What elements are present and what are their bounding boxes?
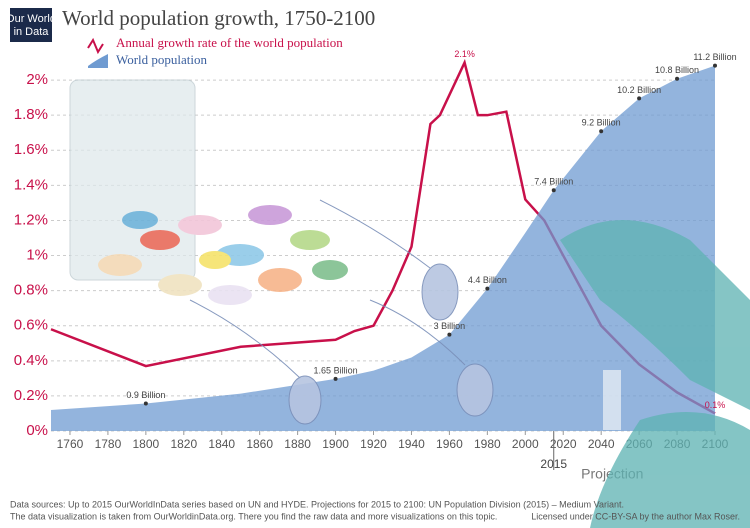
data-point [333,376,338,381]
x-tick-label: 2000 [512,437,539,451]
y-tick-label: 1% [26,247,48,264]
logo-box [10,8,52,42]
data-point [713,63,717,68]
legend-icon [88,54,108,68]
x-tick-label: 1800 [133,437,160,451]
data-point [447,332,452,337]
data-label: 3 Billion [434,321,466,331]
pills [98,205,348,305]
y-tick-label: 1.4% [14,176,48,193]
x-tick-label: 1980 [474,437,501,451]
y-tick-label: 0% [26,422,48,439]
data-label: 7.4 Billion [534,177,573,187]
x-tick-label: 1780 [95,437,122,451]
x-tick-label: 1820 [170,437,197,451]
x-tick-label: 2040 [588,437,615,451]
logo: Our World [6,13,56,25]
data-point [485,286,490,291]
y-tick-label: 1.8% [14,106,48,123]
logo: in Data [14,26,50,38]
sperm [189,199,494,425]
x-tick-label: 1900 [322,437,349,451]
x-tick-label: 1840 [208,437,235,451]
data-label: 11.2 Billion [693,52,736,62]
data-point [143,401,148,406]
y-tick-label: 0.8% [14,282,48,299]
data-point [637,96,642,101]
data-label: 4.4 Billion [468,275,507,285]
population-area [51,65,715,431]
y-tick-label: 0.6% [14,317,48,334]
overlay [69,79,750,528]
y-tick-label: 0.4% [14,352,48,369]
x-tick-label: 1760 [57,437,84,451]
legend-label: World population [116,52,208,67]
legend-label: Annual growth rate of the world populati… [116,35,343,50]
source-note: Data sources: Up to 2015 OurWorldInData … [10,499,624,509]
x-tick-label: 2020 [550,437,577,451]
x-tick-label: 1880 [284,437,311,451]
y-tick-label: 0.2% [14,387,48,404]
legend-icon [87,37,104,55]
data-point [551,188,556,193]
license: Licensed under CC-BY-SA by the author Ma… [531,511,740,521]
vial [603,370,621,430]
data-label: 10.8 Billion [655,65,699,75]
annotation: 2015 [540,457,567,471]
x-tick-label: 1920 [360,437,387,451]
y-tick-label: 2% [26,71,48,88]
x-tick-label: 1940 [398,437,425,451]
data-label: 10.2 Billion [617,85,661,95]
y-tick-label: 1.2% [14,211,48,228]
y-tick-label: 1.6% [14,141,48,158]
source-note: The data visualization is taken from Our… [10,511,497,521]
data-label: 2.1% [454,49,475,59]
data-label: 9.2 Billion [582,118,621,128]
data-point [599,129,604,134]
x-tick-label: 1860 [246,437,273,451]
data-point [675,76,680,81]
data-label: 0.9 Billion [126,390,165,400]
chart-title: World population growth, 1750-2100 [62,6,375,30]
x-tick-label: 1960 [436,437,463,451]
data-label: 1.65 Billion [314,365,358,375]
data-label: 0.1% [705,400,726,410]
glass [69,79,196,281]
gloves [560,220,750,528]
